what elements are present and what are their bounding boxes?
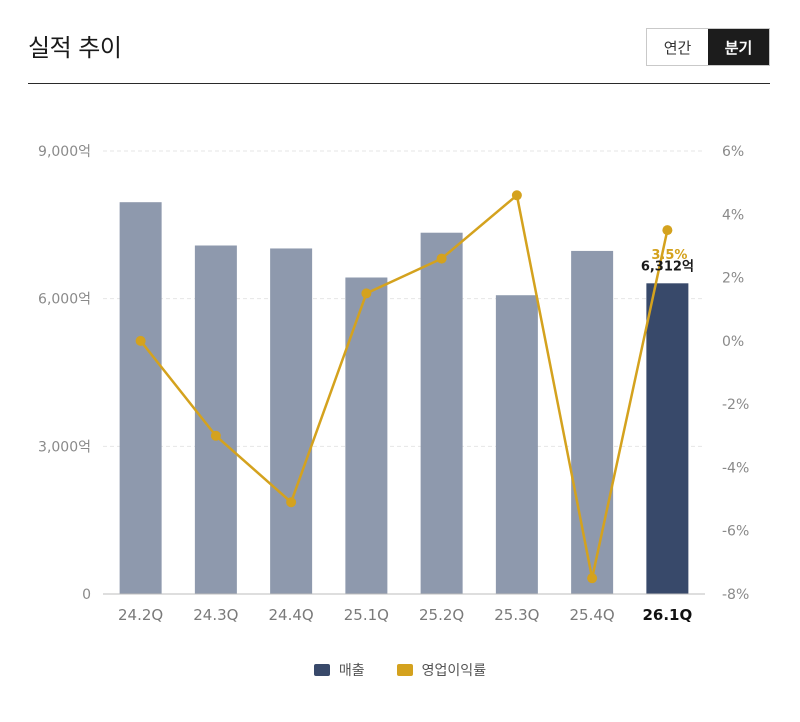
revenue-bar — [571, 250, 614, 594]
y-right-tick-label: -6% — [722, 524, 749, 540]
y-left-tick-label: 3,000억 — [38, 439, 91, 455]
margin-point — [587, 573, 598, 584]
margin-point — [662, 225, 673, 236]
y-right-tick-label: -8% — [722, 587, 749, 603]
legend-swatch-revenue — [313, 664, 330, 676]
period-toggle: 연간 분기 — [646, 28, 770, 66]
revenue-bar — [194, 245, 237, 595]
y-left-tick-label: 6,000억 — [38, 292, 91, 308]
revenue-bar — [420, 232, 463, 594]
performance-chart: 0 3,000억 6,000억 9,000억 -8% -6% -4% -2% 0% 2% 4% 6% 2… — [38, 144, 749, 624]
y-left-tick-label: 9,000억 — [38, 144, 91, 160]
margin-point — [436, 253, 447, 264]
margin-point — [361, 288, 372, 299]
page-title: 실적 추이 — [28, 34, 122, 62]
y-right-tick-label: 2% — [722, 271, 744, 287]
revenue-bar — [345, 277, 388, 594]
legend-item-revenue: 매출 — [313, 660, 365, 680]
x-tick-label: 24.3Q — [193, 606, 238, 624]
header-divider — [28, 83, 770, 84]
margin-line — [139, 194, 669, 580]
legend-item-margin: 영업이익률 — [396, 660, 487, 680]
legend-label-margin: 영업이익률 — [421, 663, 487, 679]
y-right-tick-label: -4% — [722, 460, 749, 476]
y-left-tick-label: 0 — [82, 587, 91, 603]
tab-quarterly[interactable]: 분기 — [708, 29, 769, 65]
x-tick-label: 25.1Q — [344, 606, 389, 624]
tab-annual[interactable]: 연간 — [647, 29, 708, 65]
x-tick-label: 24.4Q — [269, 606, 314, 624]
x-tick-label: 24.2Q — [118, 606, 163, 624]
legend-swatch-margin — [396, 664, 413, 676]
revenue-data-label: 6,312억 — [641, 259, 694, 274]
chart-legend: 매출 영업이익률 — [0, 660, 800, 680]
margin-point — [210, 430, 221, 441]
y-right-tick-label: -2% — [722, 397, 749, 413]
margin-point — [135, 335, 146, 346]
x-tick-label: 25.2Q — [419, 606, 464, 624]
y-right-tick-label: 6% — [722, 144, 744, 160]
revenue-bar — [495, 295, 538, 594]
margin-point — [511, 190, 522, 201]
x-tick-label: 26.1Q — [642, 606, 692, 624]
margin-data-label: 3.5% — [651, 248, 687, 263]
y-right-tick-label: 4% — [722, 207, 744, 223]
revenue-bar — [119, 202, 162, 595]
margin-point — [286, 497, 297, 508]
revenue-bar — [646, 283, 689, 594]
revenue-bar — [270, 248, 313, 594]
y-right-tick-label: 0% — [722, 334, 744, 350]
legend-label-revenue: 매출 — [338, 663, 365, 679]
x-tick-label: 25.4Q — [570, 606, 615, 624]
x-tick-label: 25.3Q — [494, 606, 539, 624]
